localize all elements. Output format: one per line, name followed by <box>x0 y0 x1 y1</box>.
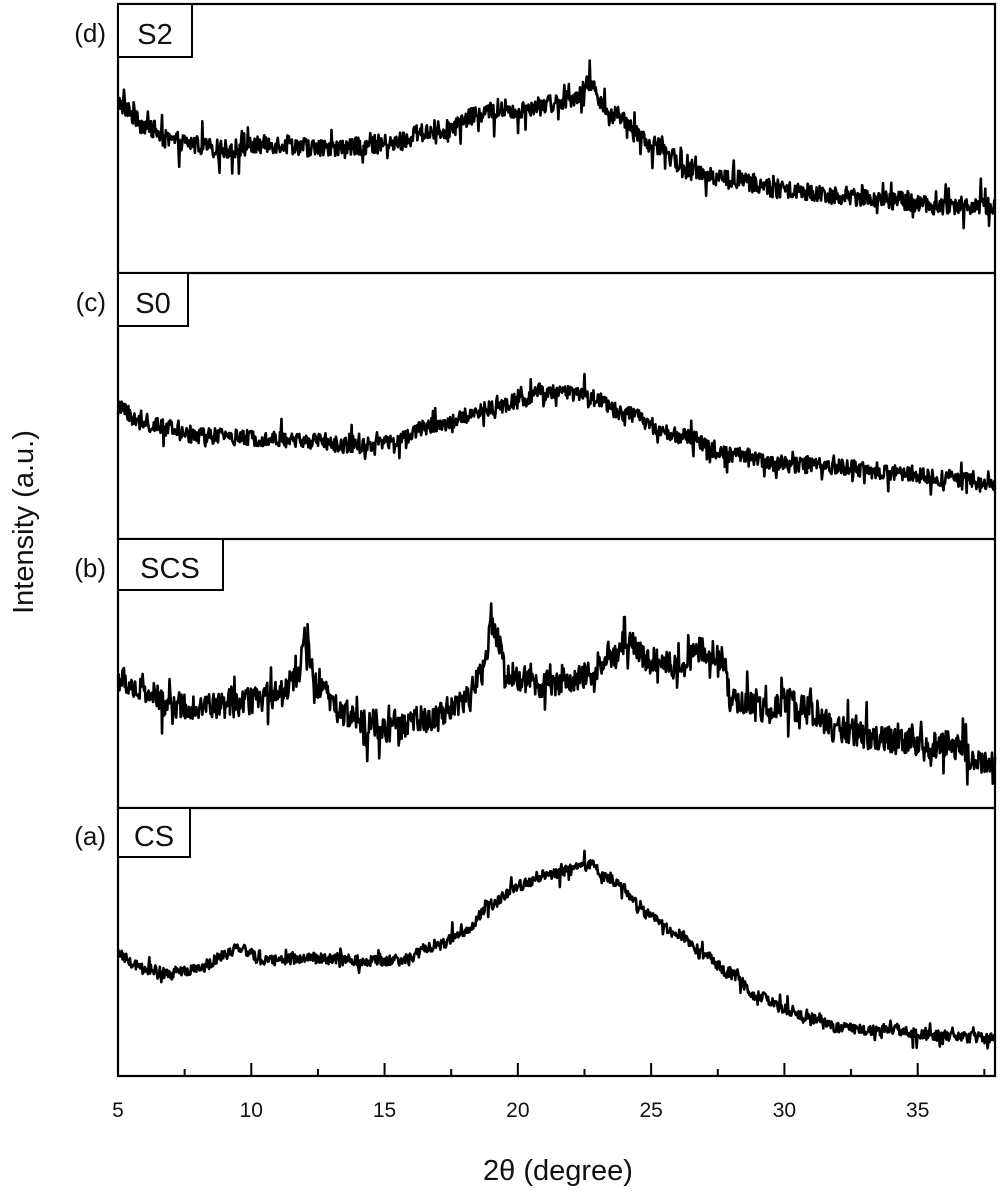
x-tick-label: 15 <box>373 1099 396 1122</box>
panel-letter-a: (a) <box>74 821 106 851</box>
panel-d-label: (d) S2 <box>74 3 193 58</box>
x-tick-label: 35 <box>906 1099 929 1122</box>
panel-frames <box>116 2 997 1078</box>
xrd-curve-s2 <box>117 59 997 230</box>
x-tick-label: 10 <box>240 1099 263 1122</box>
sample-label-cs: CS <box>134 821 174 853</box>
sample-label-scs: SCS <box>140 553 200 585</box>
x-tick-label: 30 <box>773 1099 796 1122</box>
panel-letter-b: (b) <box>74 553 106 583</box>
panel-letter-c: (c) <box>76 287 106 317</box>
x-tick-label: 25 <box>639 1099 662 1122</box>
sample-label-s2: S2 <box>137 19 172 51</box>
panel-a-label: (a) CS <box>74 807 191 858</box>
x-tick-label: 20 <box>506 1099 529 1122</box>
panel-letter-d: (d) <box>74 18 106 48</box>
sample-label-s0: S0 <box>135 288 170 320</box>
xrd-curves <box>116 59 997 1050</box>
x-axis-label: 2θ (degree) <box>483 1155 633 1187</box>
xrd-curve-scs <box>116 602 997 786</box>
sample-box-s2 <box>117 3 193 58</box>
sample-box-s0 <box>117 272 189 327</box>
xrd-curve-s0 <box>116 372 997 496</box>
panel-b-label: (b) SCS <box>74 538 224 591</box>
sample-box-scs <box>117 538 224 591</box>
panel-c-label: (c) S0 <box>76 272 189 327</box>
x-tick-label: 5 <box>112 1099 124 1122</box>
sample-box-cs <box>117 807 191 858</box>
y-axis-label: Intensity (a.u.) <box>8 430 40 614</box>
x-axis-ticks <box>117 1063 986 1076</box>
x-axis-tick-labels: 5 10 15 20 25 30 35 <box>112 1099 929 1122</box>
xrd-curve-cs <box>116 849 996 1050</box>
